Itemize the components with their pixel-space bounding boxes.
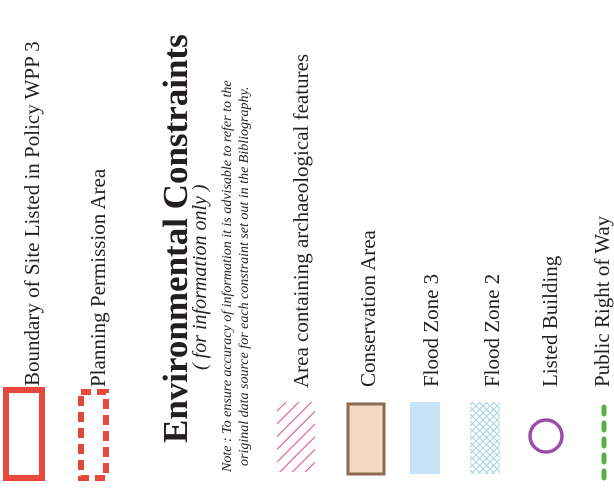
disclaimer-note-line2: original data source for each constraint…	[237, 86, 252, 466]
archaeology-label: Area containing archaeological features	[289, 53, 313, 388]
conservation-area-label: Conservation Area	[356, 230, 380, 387]
archaeology-symbol	[277, 402, 315, 472]
section-subtitle: ( for information only )	[189, 184, 211, 370]
planning-permission-symbol	[78, 389, 109, 481]
flood-zone-3-symbol	[410, 402, 440, 474]
boundary-wpp3-symbol	[3, 387, 45, 481]
flood-zone-2-label: Flood Zone 2	[480, 273, 504, 387]
listed-building-label: Listed Building	[538, 255, 562, 387]
boundary-wpp3-label: Boundary of Site Listed in Policy WPP 3	[20, 41, 44, 386]
public-right-of-way-label: Public Right of Way	[590, 215, 614, 387]
flood-zone-3-label: Flood Zone 3	[419, 273, 443, 387]
listed-building-circle	[528, 418, 564, 454]
flood-zone-2-symbol	[470, 402, 500, 474]
conservation-area-symbol	[346, 402, 386, 476]
section-title: Environmental Constraints	[156, 34, 195, 443]
disclaimer-note-line1: Note : To ensure accuracy of information…	[220, 80, 235, 472]
planning-permission-label: Planning Permission Area	[86, 168, 110, 387]
